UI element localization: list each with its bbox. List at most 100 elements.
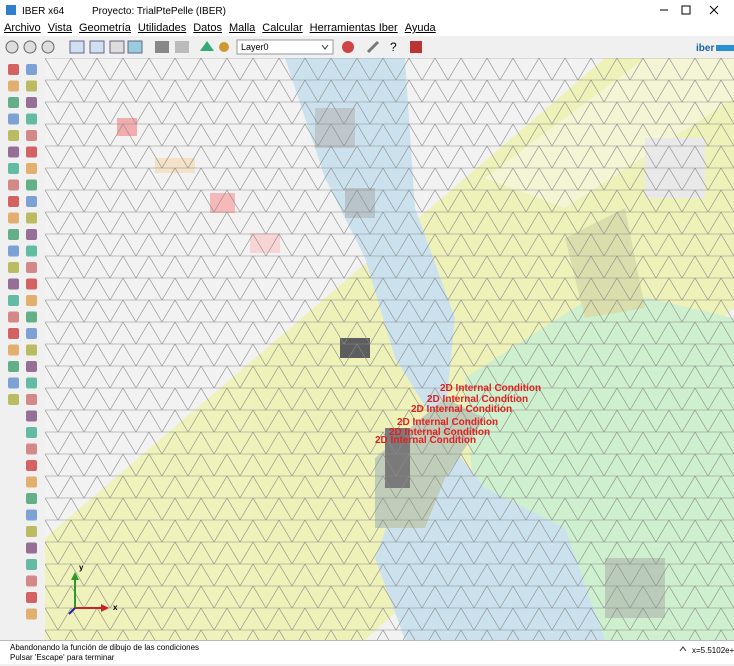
axis-x-label: x [113,603,118,612]
tool-icon[interactable] [8,97,19,108]
tool-icon[interactable] [26,394,37,405]
tool-icon[interactable] [26,493,37,504]
tool-icon[interactable] [8,361,19,372]
tool-icon[interactable] [26,97,37,108]
tool-icon[interactable] [26,262,37,273]
tool-icon[interactable] [26,295,37,306]
tool-icon[interactable] [26,113,37,125]
menu-item[interactable]: Vista [47,22,72,34]
tool-icon[interactable] [26,410,37,422]
svg-text:?: ? [390,40,397,54]
menu-item[interactable]: Datos [193,22,222,34]
tool-icon[interactable] [8,377,19,389]
tool-icon[interactable] [8,245,19,257]
tool-icon[interactable] [8,130,19,141]
tool-icon[interactable] [26,427,37,438]
tool-icon[interactable] [8,229,19,240]
tool-icon[interactable] [26,608,37,620]
condition-label: 2D Internal Condition [411,404,512,415]
dropdown-arrow [321,44,329,50]
tool-icon[interactable] [26,229,37,240]
tool-icon[interactable] [26,163,37,174]
tool-icon[interactable] [8,311,19,323]
tool-icon[interactable] [26,592,37,603]
tool-icon[interactable] [26,146,37,158]
close[interactable] [709,5,719,15]
status-message: Pulsar 'Escape' para terminar [10,653,115,662]
menu-item[interactable]: Utilidades [137,22,187,34]
layer-name: Layer0 [241,42,269,52]
toolbar-svg: Layer0 ? iber [5,39,734,55]
condition-label: 2D Internal Condition [375,435,476,446]
tool-icon[interactable] [26,476,37,488]
status-message: Abandonando la función de dibujo de las … [10,643,199,652]
tool-icon[interactable] [26,509,37,521]
tool-icon[interactable] [26,196,37,207]
menu-item[interactable]: Geometría [78,22,131,34]
menu-bar: Archivo Vista Geometría Utilidades Datos Mall… [0,20,734,36]
tool-icon[interactable] [26,212,37,224]
condition-label: 2D Internal Condition [397,417,498,428]
tool-icon[interactable] [26,443,37,455]
toolbar: Layer0 ? iber [0,36,734,59]
tool-icon[interactable] [8,295,19,306]
tool-icon[interactable] [8,146,19,158]
triangle-mesh [45,58,734,640]
tool-icon[interactable] [26,328,37,339]
toolbar-icons [5,40,229,54]
tool-icon[interactable] [26,344,37,356]
tool-icon[interactable] [8,196,19,207]
logo: iber [696,43,714,54]
tool-icon[interactable] [8,179,19,191]
tool-icon[interactable] [26,460,37,471]
tool-icon[interactable] [8,394,19,405]
tool-icon[interactable] [26,64,37,75]
coordinates: x=5.5102e+0 [692,646,734,655]
maximize[interactable] [681,5,691,15]
tool-icon[interactable] [26,245,37,257]
title-bar: IBER x64 Proyecto: TrialPtePelle (IBER) [0,0,734,20]
condition-label: 2D Internal Condition [427,394,528,405]
tool-icon[interactable] [8,163,19,174]
tool-icon[interactable] [26,542,37,554]
condition-label: 2D Internal Condition [389,427,490,438]
status-bar: Abandonando la función de dibujo de las … [0,640,734,664]
tool-icon[interactable] [26,130,37,141]
tool-icon[interactable] [8,262,19,273]
menu-item[interactable]: Malla [228,22,256,34]
tool-icon[interactable] [26,575,37,587]
title-svg: IBER x64 Proyecto: TrialPtePelle (IBER) [6,5,719,17]
tool-icon[interactable] [8,278,19,290]
tool-icon[interactable] [26,377,37,389]
scroll-up[interactable] [679,646,687,652]
tool-icon[interactable] [26,80,37,92]
project-name: Proyecto: TrialPtePelle (IBER) [92,6,226,17]
menu-item[interactable]: Calcular [262,22,303,34]
tool-icon[interactable] [26,526,37,537]
tool-icon[interactable] [8,64,19,75]
tool-icon[interactable] [8,212,19,224]
tool-icon[interactable] [8,113,19,125]
tool-icon[interactable] [26,278,37,290]
left-toolbar [0,58,45,640]
app-icon [6,5,16,15]
menu-item[interactable]: Archivo [4,22,41,34]
logo-bar [716,45,734,51]
condition-label: 2D Internal Condition [440,383,541,394]
tool-icon[interactable] [26,311,37,323]
tool-icon[interactable] [8,328,19,339]
app-name: IBER x64 [22,6,65,17]
tool-icon[interactable] [8,80,19,92]
menu-item[interactable]: Herramientas Iber [309,22,398,34]
status-svg: Abandonando la función de dibujo de las … [10,643,734,662]
tool-icon[interactable] [26,559,37,570]
layer-select[interactable] [236,39,334,55]
tool-icon[interactable] [26,179,37,191]
toolbar-icons-2: ? [342,40,422,54]
menu-item[interactable]: Ayuda [404,22,436,34]
tool-icon[interactable] [8,344,19,356]
tool-icon[interactable] [26,361,37,372]
